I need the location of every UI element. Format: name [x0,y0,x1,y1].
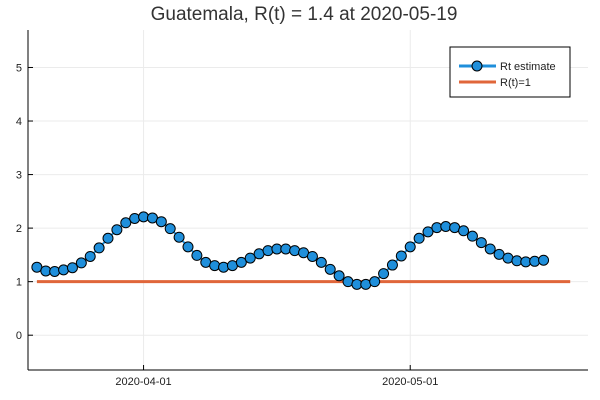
rt-point [289,245,301,257]
rt-point [404,241,416,253]
rt-point [58,264,70,276]
rt-point [484,243,496,255]
rt-series [31,211,550,290]
rt-point [102,232,114,244]
rt-point [49,265,61,277]
rt-point [324,263,336,275]
rt-point [66,262,78,274]
x-axis-ticks: 2020-04-01 2020-05-01 [115,365,438,388]
rt-point [369,276,381,288]
legend-box [449,46,571,98]
rt-point [182,241,194,253]
rt-point [262,245,274,257]
y-tick-label: 3 [16,170,22,182]
legend-rt-marker [471,60,483,72]
rt-point [395,250,407,262]
legend: Rt estimate R(t)=1 [449,46,571,98]
y-axis-ticks: 0 1 2 3 4 5 [16,62,33,342]
rt-point [280,243,292,255]
axes [27,30,588,371]
rt-point [155,216,167,228]
rt-point [244,252,256,264]
rt-point [164,223,176,235]
legend-label-rt: Rt estimate [500,61,556,73]
legend-label-ref: R(t)=1 [500,77,531,89]
rt-point [466,230,478,242]
y-tick-label: 0 [16,330,22,342]
rt-point [458,225,470,237]
rt-point [173,231,185,243]
rt-point [315,256,327,268]
rt-point [129,212,141,224]
y-tick-label: 1 [16,277,22,289]
y-tick-label: 5 [16,62,22,74]
y-tick-label: 2 [16,223,22,235]
chart-title: Guatemala, R(t) = 1.4 at 2020-05-19 [151,4,458,25]
rt-point [209,260,221,272]
rt-point [218,261,230,273]
rt-point [378,268,390,280]
rt-point [422,226,434,238]
rt-point [538,254,550,266]
rt-point [306,250,318,262]
rt-point [333,270,345,282]
rt-point [84,250,96,262]
rt-point [75,257,87,269]
rt-point [93,242,105,254]
rt-point [111,224,123,236]
rt-point [191,249,203,261]
rt-point [120,217,132,229]
x-tick-label: 2020-05-01 [382,376,438,388]
x-tick-label: 2020-04-01 [115,376,171,388]
rt-point [413,232,425,244]
rt-point [235,256,247,268]
rt-point [386,259,398,271]
y-tick-label: 4 [16,116,22,128]
rt-point [475,237,487,249]
